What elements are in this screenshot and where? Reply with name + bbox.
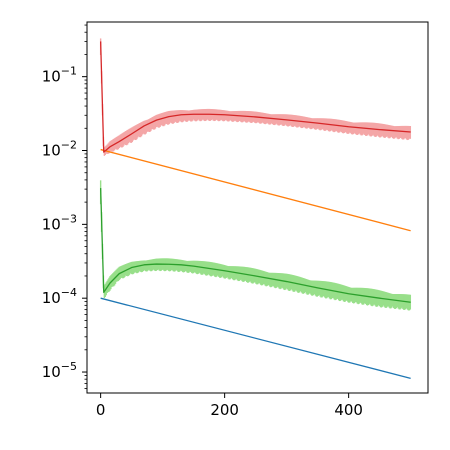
y-tick-label: 10−2 [42, 139, 77, 160]
series-line-1 [100, 148, 411, 232]
x-axis: 0 200 400 [96, 393, 363, 419]
x-tick-label: 0 [96, 401, 106, 419]
series-line-3 [99, 41, 411, 153]
y-tick-label: 10−3 [42, 212, 77, 233]
y-tick-label: 10−1 [42, 65, 77, 86]
series-line-0 [100, 297, 411, 380]
x-tick-label: 400 [334, 401, 363, 419]
series-lines [99, 41, 411, 380]
y-tick-label: 10−4 [42, 286, 77, 307]
y-tick-label: 10−5 [42, 360, 77, 381]
series-line-2 [99, 188, 411, 303]
y-axis: 10−5 10−4 10−3 10−2 10−1 [42, 24, 87, 389]
plot-frame [86, 21, 429, 394]
x-tick-label: 200 [210, 401, 239, 419]
